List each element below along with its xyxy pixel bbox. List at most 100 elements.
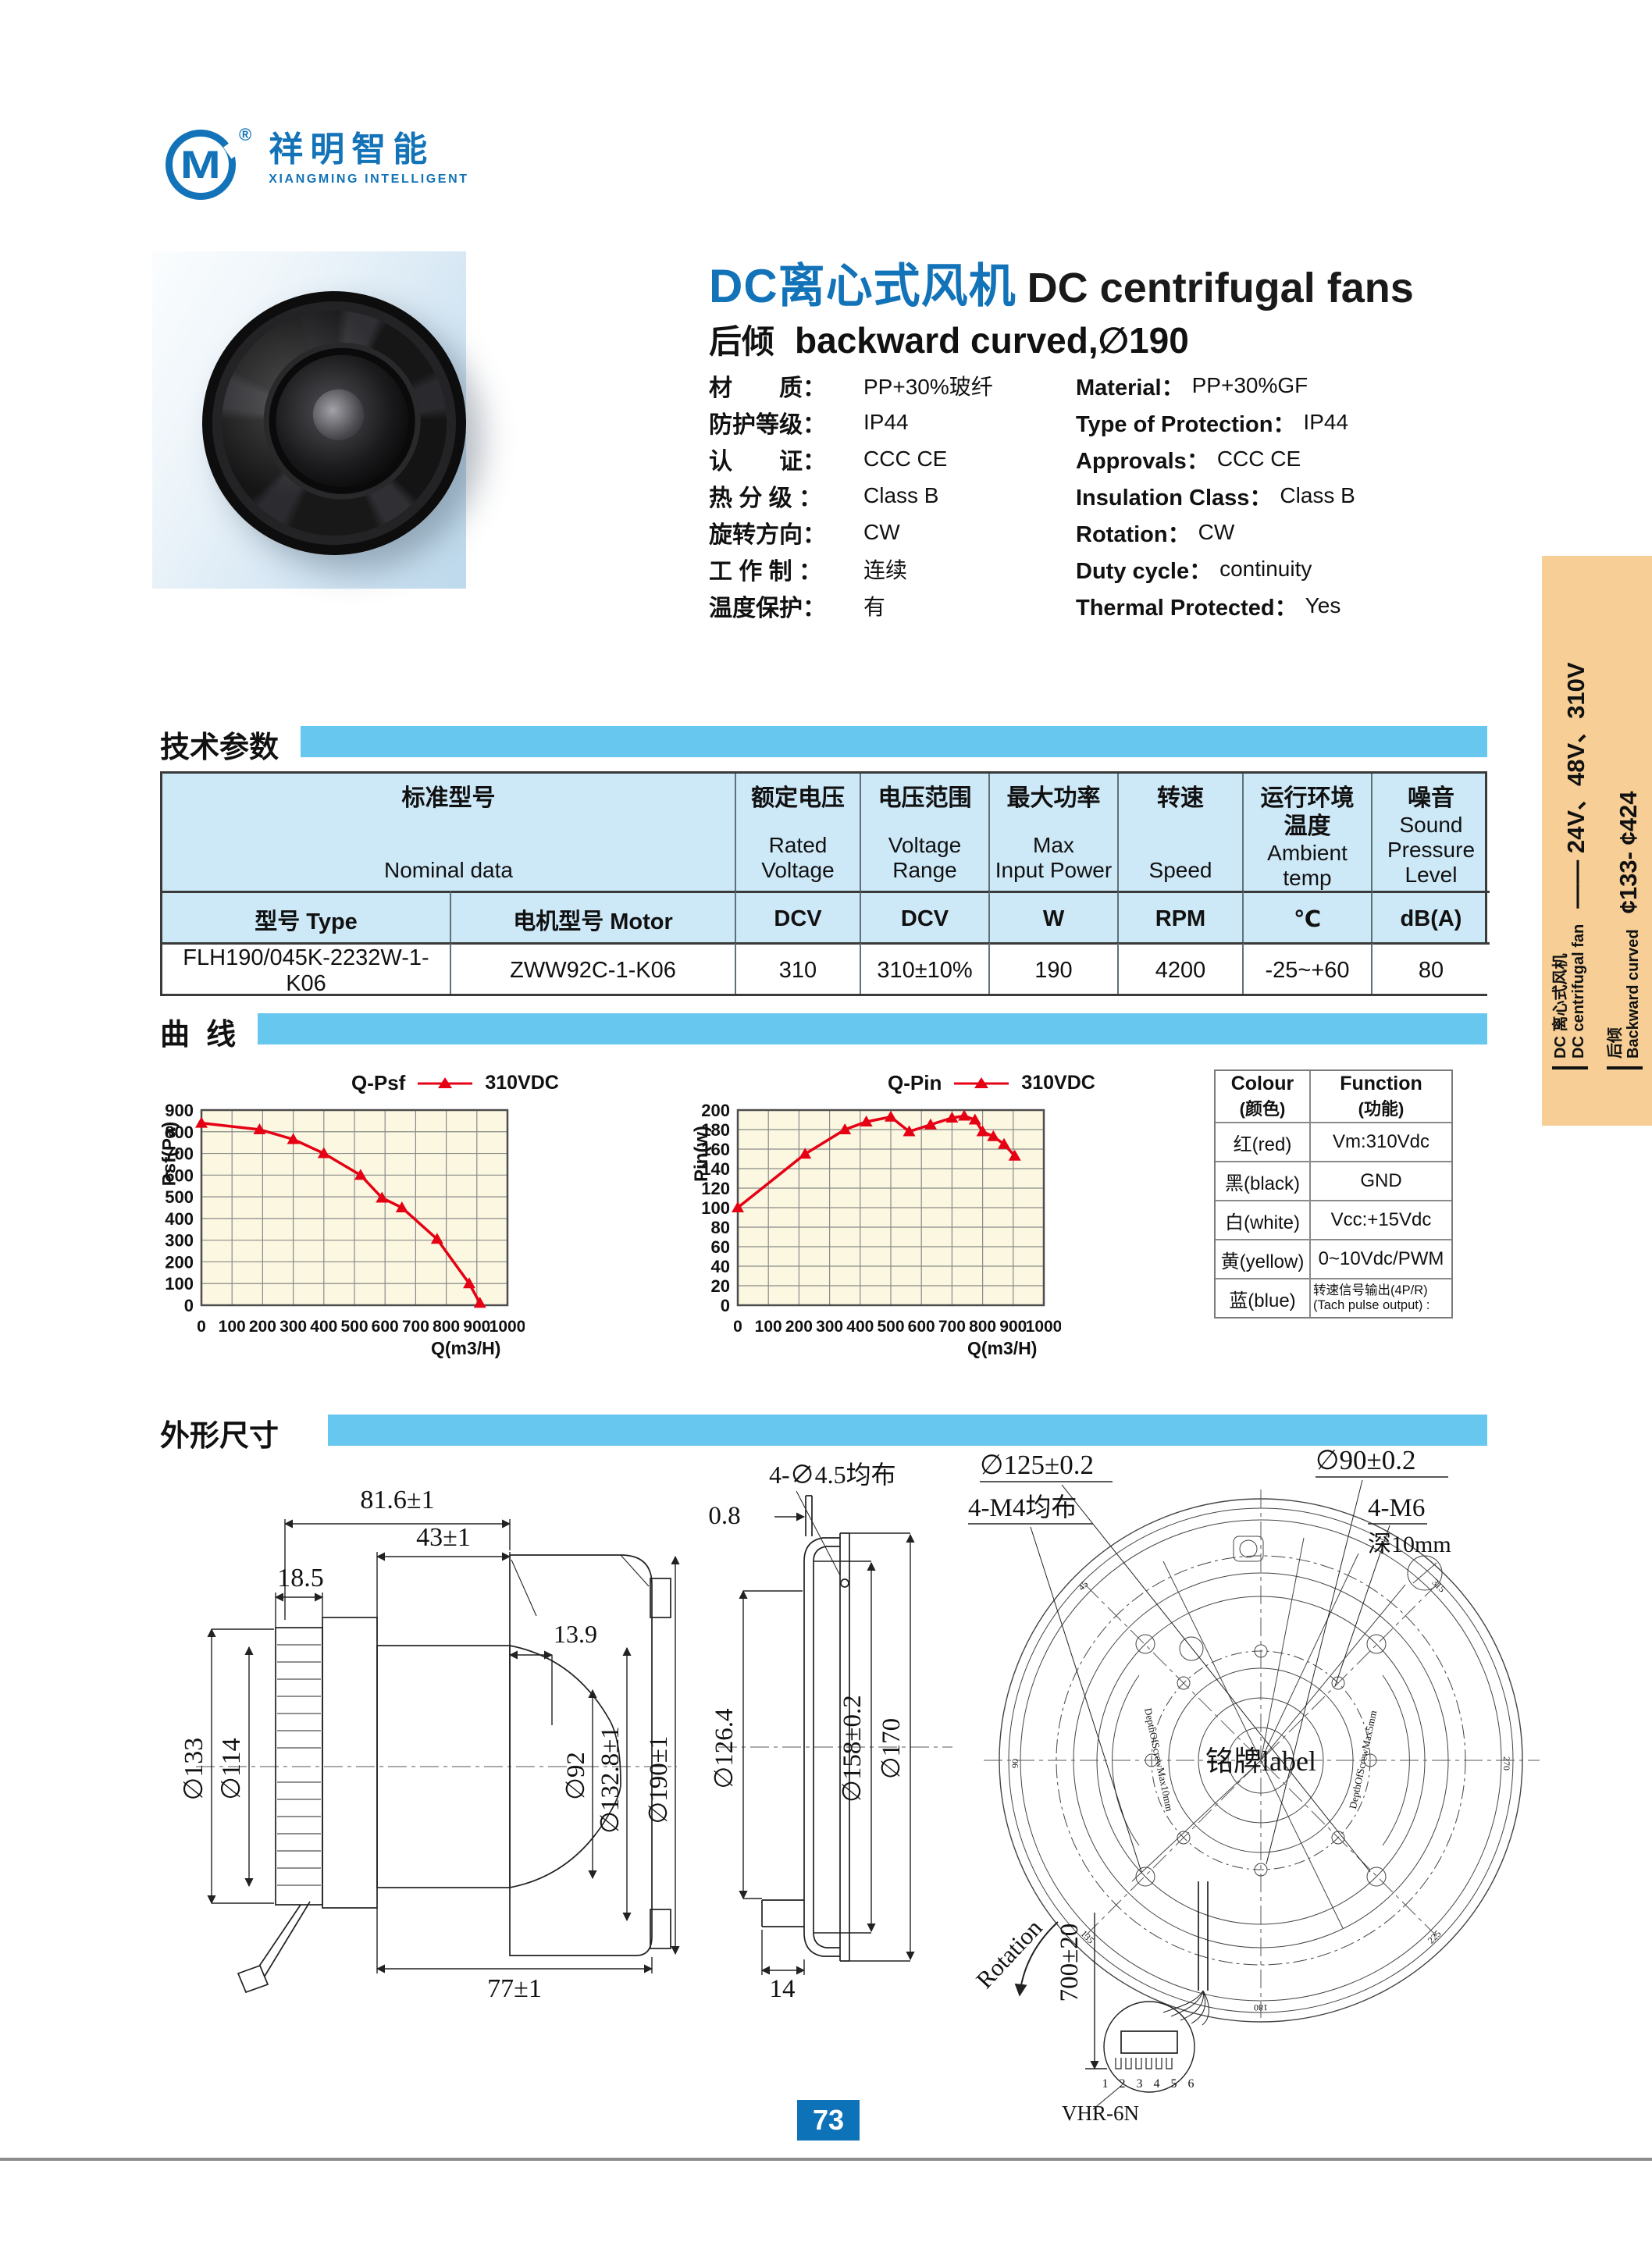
rotation-label: Rotation (970, 1913, 1048, 1993)
dim-label: ∅190±1 (645, 1736, 673, 1824)
page-number-badge: 73 (797, 2100, 860, 2141)
dim-label: ∅170 (878, 1718, 906, 1779)
dim-label: 700±20 (1056, 1923, 1084, 2002)
dim-label: 43±1 (416, 1523, 471, 1552)
dim-label: ∅90±0.2 (1316, 1445, 1415, 1475)
svg-text:120: 120 (701, 1179, 730, 1198)
dim-label: 4-∅4.5均布 (769, 1461, 896, 1489)
wire-row-black: 黑(black) GND (1216, 1161, 1451, 1200)
sidebar-group1-zh: DC 离心式风机 (1551, 953, 1569, 1059)
dim-label: ∅125±0.2 (980, 1450, 1094, 1480)
svg-text:400: 400 (165, 1209, 194, 1229)
page-number: 73 (812, 2104, 845, 2136)
svg-text:700: 700 (402, 1318, 429, 1336)
svg-text:0: 0 (733, 1318, 742, 1336)
svg-text:700: 700 (165, 1144, 194, 1164)
tech-col-speed: 转速 Speed (1119, 774, 1244, 891)
spec-row-insulation: 热 分 级 ： Class B Insulation Class： Class B (709, 482, 1355, 511)
svg-text:180: 180 (701, 1120, 730, 1140)
sidebar-group2-en: Backward curved (1624, 929, 1642, 1059)
dim-label: ∅92 (562, 1752, 590, 1800)
drawing-front-view: ∅125±0.2 4-M4均布 ∅90±0.2 4-M6 深10mm 铭牌lab… (968, 1445, 1540, 2125)
wire-function-table: Colour (颜色) Function (功能) 红(red) Vm:310Vdc … (1214, 1069, 1453, 1319)
page-title: DC离心式风机 DC centrifugal fans (709, 248, 1414, 316)
legend-label: 310VDC (1021, 1072, 1095, 1094)
svg-text:100: 100 (165, 1274, 194, 1294)
dim-label: 81.6±1 (360, 1486, 434, 1514)
tech-data-type: FLH190/045K-2232W-1-K06 (162, 942, 451, 996)
sidebar-group2-value: ¢133- ¢424 (1614, 791, 1642, 914)
svg-text:500: 500 (165, 1187, 194, 1207)
wire-row-yellow: 黄(yellow) 0~10Vdc/PWM (1216, 1239, 1451, 1278)
svg-text:300: 300 (165, 1231, 194, 1251)
pin-numbers: 1 2 3 4 5 6 (1102, 2077, 1198, 2091)
tech-col-max-power: 最大功率 Max Input Power (990, 774, 1119, 891)
subtitle-en: backward curved,∅190 (795, 320, 1189, 361)
tech-col-rated-voltage: 额定电压 Rated Voltage (736, 774, 861, 891)
angle-mark: 225 (1426, 1928, 1444, 1946)
spec-row-duty: 工 作 制 ：连续 Duty cycle： continuity (709, 556, 1312, 585)
svg-text:700: 700 (938, 1318, 966, 1336)
tech-col-noise: 噪音 Sound Pressure Level (1387, 785, 1476, 887)
chart-q-pin: Q-Pin 310VDC Pin(w) 0 100 200 300 400 500 600 7… (691, 1071, 1095, 1379)
wire-row-red: 红(red) Vm:310Vdc (1216, 1122, 1451, 1161)
tech-data-voltage: 310 (736, 942, 861, 994)
wire-row-blue: 蓝(blue) 转速信号输出(4P/R) (Tach pulse output) … (1216, 1278, 1451, 1317)
svg-text:160: 160 (701, 1140, 730, 1159)
legend-label: 310VDC (485, 1072, 559, 1094)
logo-monogram-icon: M (166, 130, 236, 200)
tech-sub-temp: ℃ (1244, 891, 1373, 942)
legend-marker-icon (954, 1077, 1009, 1088)
chart-title: Q-Psf (351, 1071, 406, 1094)
section-bar-dims (328, 1415, 1487, 1446)
angle-mark: 90 (1009, 1759, 1020, 1768)
svg-text:200: 200 (701, 1102, 730, 1120)
tech-col-nominal: 标准型号 Nominal data (162, 774, 736, 891)
brand-name-zh: 祥明智能 (269, 130, 435, 169)
title-zh: DC离心式风机 (709, 260, 1016, 312)
drawing-side-view: 81.6±1 43±1 18.5 ∅133 ∅114 13.9 ∅92 ∅132… (183, 1486, 680, 2003)
svg-text:20: 20 (711, 1276, 730, 1296)
sidebar-tab: DC 离心式风机 DC centrifugal fan —— 24V、48V、3… (1542, 556, 1652, 1126)
x-axis-label: Q(m3/H) (967, 1338, 1038, 1358)
section-title-curve: 曲 线 (160, 1019, 237, 1052)
svg-text:200: 200 (165, 1252, 194, 1272)
dim-label: 0.8 (708, 1502, 740, 1530)
svg-text:100: 100 (701, 1198, 730, 1218)
tech-table: 标准型号 Nominal data 额定电压 Rated Voltage 电压范围 V… (160, 771, 1490, 996)
sidebar-group1-en: DC centrifugal fan (1569, 923, 1587, 1059)
dim-label: ∅132.8±1 (596, 1726, 625, 1834)
connector-label: VHR-6N (1062, 2101, 1139, 2125)
svg-text:900: 900 (165, 1102, 194, 1120)
dim-label: ∅126.4 (710, 1709, 739, 1789)
svg-text:400: 400 (310, 1318, 337, 1336)
section-title-tech: 技术参数 (160, 731, 279, 764)
tech-data-range: 310±10% (861, 942, 990, 994)
wire-table-header: Colour (颜色) Function (功能) (1216, 1071, 1451, 1122)
spec-row-thermal: 温度保护：有 Thermal Protected： Yes (709, 593, 1341, 621)
dim-label: 14 (770, 1975, 796, 2003)
chart-title: Q-Pin (888, 1071, 942, 1094)
svg-text:400: 400 (846, 1318, 874, 1336)
section-bar-curve (258, 1013, 1487, 1044)
dim-label: 77±1 (487, 1974, 542, 2003)
svg-text:60: 60 (711, 1237, 730, 1257)
tech-data-db: 80 (1373, 942, 1490, 994)
logo-monogram-letter: M (180, 143, 222, 187)
tech-sub-dcv2: DCV (861, 891, 990, 942)
dim-label: 4-M4均布 (968, 1493, 1077, 1522)
wire-row-white: 白(white) Vcc:+15Vdc (1216, 1200, 1451, 1239)
arc-note: DepthOfScrewMax10mm (1142, 1706, 1176, 1812)
svg-text:200: 200 (249, 1318, 276, 1336)
svg-text:140: 140 (701, 1159, 730, 1179)
tech-sub-motor: 电机型号 Motor (451, 891, 736, 942)
plot-area: 0 100 200 300 400 500 600 700 800 900100001002003… (165, 1102, 525, 1336)
tech-sub-dcv1: DCV (736, 891, 861, 942)
chart-q-psf: Q-Psf 310VDC Psf(Pa) 0 100 200 300 400 500 600… (158, 1071, 559, 1379)
svg-text:600: 600 (908, 1318, 935, 1336)
dim-label: ∅158±0.2 (838, 1695, 867, 1802)
sidebar-group-voltages: DC 离心式风机 DC centrifugal fan —— 24V、48V、3… (1543, 590, 1597, 1069)
svg-text:100: 100 (755, 1318, 782, 1336)
dim-label: 13.9 (554, 1620, 597, 1648)
